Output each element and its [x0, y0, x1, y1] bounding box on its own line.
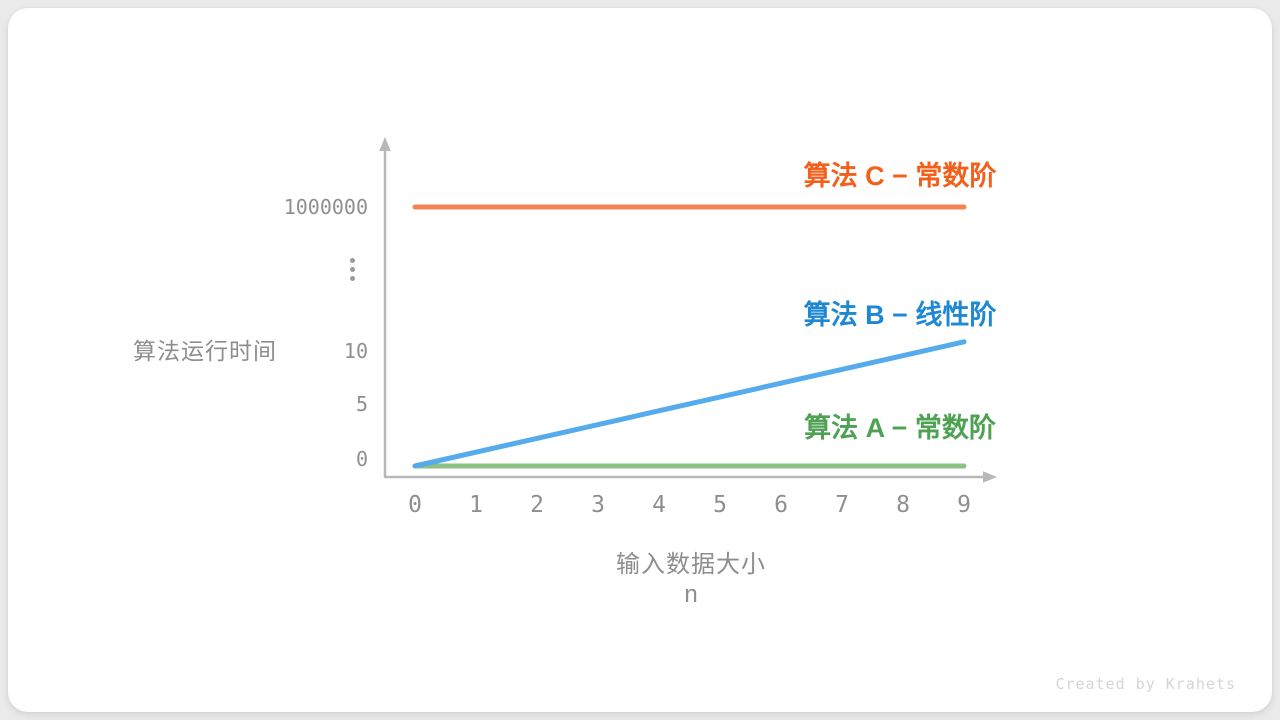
y-axis-title: 算法运行时间 [133, 338, 277, 364]
x-tick-label: 3 [591, 492, 605, 518]
series-label-C: 算法 C − 常数阶 [803, 161, 997, 191]
series-line-B [412, 339, 967, 469]
series-label-A: 算法 A − 常数阶 [804, 413, 996, 443]
series-lines-group [412, 204, 967, 469]
x-tick-label: 2 [530, 492, 544, 518]
x-tick-label: 6 [774, 492, 788, 518]
y-axis-arrow-icon [379, 137, 391, 151]
x-tick-label: 4 [652, 492, 666, 518]
y-tick-label: 10 [343, 339, 368, 363]
x-tick-label: 7 [835, 492, 849, 518]
x-tick-label: 5 [713, 492, 727, 518]
x-tick-label: 1 [469, 492, 483, 518]
x-tick-label: 8 [896, 492, 910, 518]
y-tick-label: 5 [355, 392, 368, 416]
x-tick-label: 9 [957, 492, 971, 518]
ellipsis-dot-icon [350, 276, 355, 281]
y-tick-label: 0 [355, 447, 368, 471]
watermark-credit: Created by Krahets [1055, 675, 1236, 693]
figure-card [8, 8, 1272, 712]
y-axis-break-ellipsis [228, 258, 368, 281]
x-axis-variable: n [684, 581, 698, 608]
series-label-B: 算法 B − 线性阶 [803, 300, 997, 330]
ellipsis-dot-icon [350, 258, 355, 263]
ellipsis-dot-icon [350, 267, 355, 272]
x-axis-title: 输入数据大小 [616, 551, 766, 578]
x-axis-arrow-icon [983, 471, 997, 483]
y-tick-label: 1000000 [283, 195, 368, 219]
x-tick-label: 0 [408, 492, 422, 518]
